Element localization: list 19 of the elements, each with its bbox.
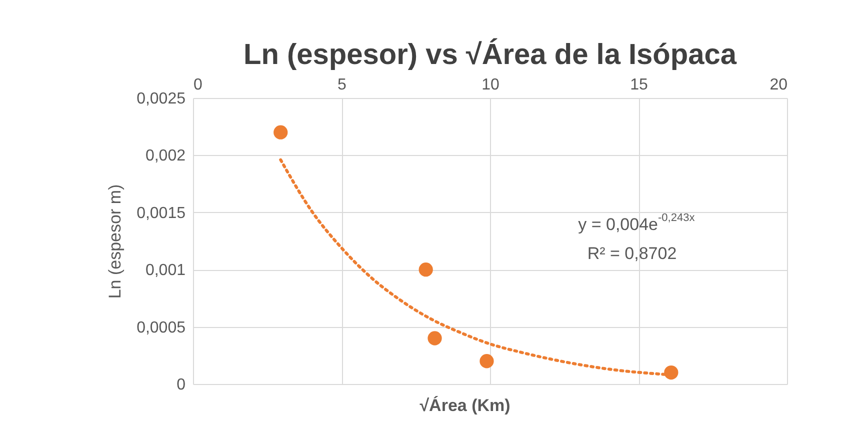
x-tick-label: 10 xyxy=(482,76,500,94)
chart-title: Ln (espesor) vs √Área de la Isópaca xyxy=(244,38,738,71)
point xyxy=(428,331,442,346)
x-tick-label: 5 xyxy=(338,76,347,94)
point xyxy=(480,354,494,368)
y-axis-title: Ln (espesor m) xyxy=(106,184,125,299)
x-tick-label: 0 xyxy=(194,76,202,94)
x-tick-label: 20 xyxy=(770,76,788,94)
y-tick-label: 0 xyxy=(176,376,186,394)
y-tick-label: 0,0025 xyxy=(136,90,186,108)
point xyxy=(418,262,433,277)
annotation: R² = 0,8702 xyxy=(587,244,677,263)
y-tick-label: 0,0015 xyxy=(136,204,186,222)
y-tick-label: 0,0005 xyxy=(136,319,186,336)
x-tick-label: 15 xyxy=(630,76,648,94)
x-axis-title: √Área (Km) xyxy=(420,395,510,415)
y-tick-label: 0,001 xyxy=(145,262,186,280)
y-tick-label: 0,002 xyxy=(145,148,186,165)
point xyxy=(274,125,288,140)
